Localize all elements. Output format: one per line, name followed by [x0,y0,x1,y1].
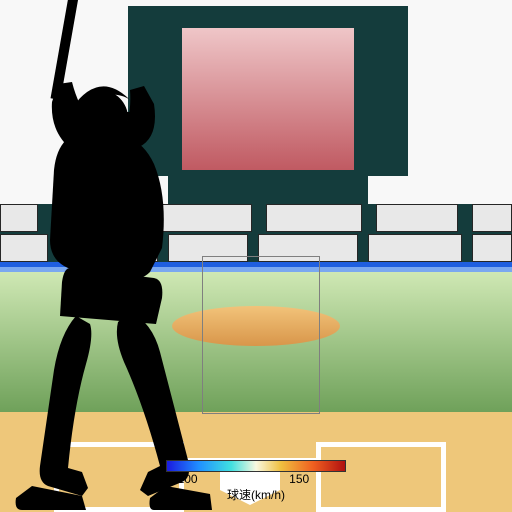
legend-color-bar [166,460,346,472]
stands-block [368,234,462,262]
legend-ticks: 100 150 [166,472,346,488]
speed-legend: 100 150 球速(km/h) [166,460,346,503]
stands-block [376,204,458,232]
stands-block [472,204,512,232]
pitch-chart-canvas: 100 150 球速(km/h) [0,0,512,512]
legend-tick: 150 [289,472,309,486]
stands-block [266,204,362,232]
legend-tick: 100 [178,472,198,486]
stands-block [472,234,512,262]
batter-silhouette [0,0,280,512]
legend-label: 球速(km/h) [166,486,346,503]
